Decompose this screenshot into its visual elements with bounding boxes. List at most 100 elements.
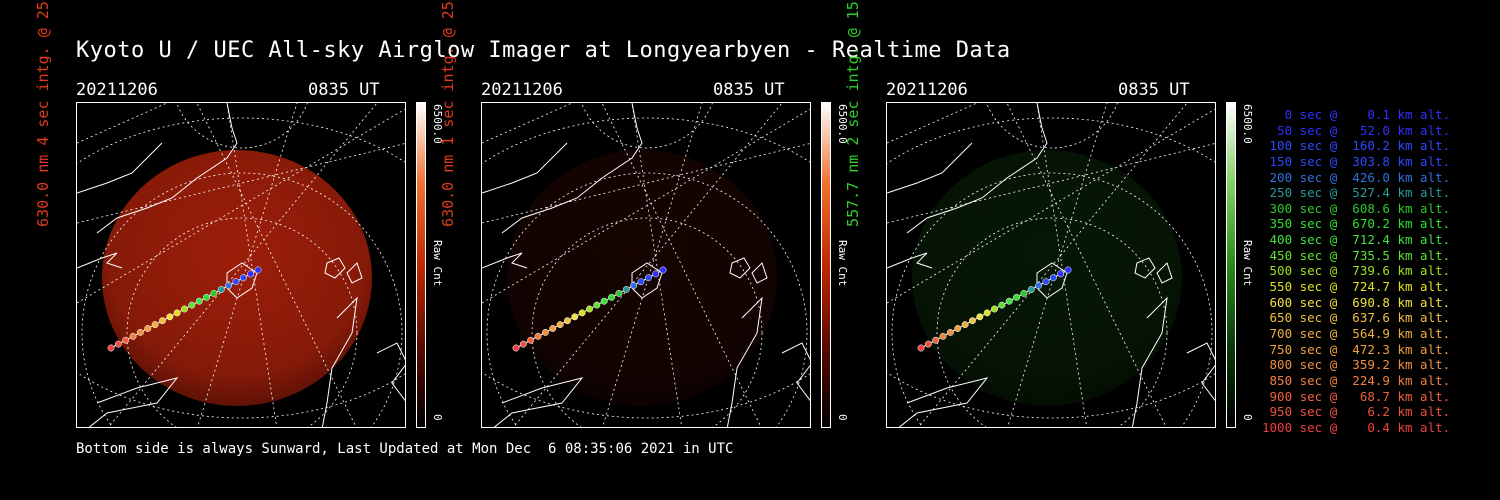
trajectory-marker <box>151 321 159 329</box>
panel-date: 20211206 <box>481 80 563 100</box>
trajectory-marker <box>247 270 255 278</box>
coastline <box>781 342 810 402</box>
coastline <box>751 262 768 284</box>
colorbar <box>416 102 426 428</box>
trajectory-marker <box>630 282 638 290</box>
trajectory-marker <box>519 340 527 348</box>
panel-time: 0835 UT <box>308 80 380 100</box>
coastline <box>501 103 643 234</box>
panel-time: 0835 UT <box>1118 80 1190 100</box>
coastline <box>493 377 584 427</box>
trajectory-marker <box>225 282 233 290</box>
trajectory-marker <box>608 293 616 301</box>
legend-item: 550 sec @ 724.7 km alt. <box>1262 279 1451 295</box>
meridian-line <box>77 103 168 144</box>
coastline <box>346 262 363 284</box>
trajectory-marker <box>254 266 262 274</box>
trajectory-marker <box>232 278 240 286</box>
colorbar-min-label: 0 <box>431 414 444 421</box>
coastline <box>887 252 933 269</box>
legend-item: 800 sec @ 359.2 km alt. <box>1262 357 1451 373</box>
trajectory-marker <box>217 286 225 293</box>
coastline <box>906 103 1048 234</box>
legend-item: 100 sec @ 160.2 km alt. <box>1262 138 1451 154</box>
trajectory-marker <box>564 317 571 325</box>
trajectory-marker <box>144 325 152 332</box>
legend-item: 200 sec @ 426.0 km alt. <box>1262 169 1451 185</box>
legend-item: 900 sec @ 68.7 km alt. <box>1262 388 1451 404</box>
meridian-line <box>887 103 978 144</box>
trajectory-marker <box>659 266 667 274</box>
trajectory-marker <box>114 340 122 348</box>
trajectory-marker <box>917 344 925 352</box>
legend-item: 450 sec @ 735.5 km alt. <box>1262 247 1451 263</box>
trajectory-marker <box>1020 289 1028 297</box>
trajectory-marker <box>1064 266 1072 274</box>
coastline <box>726 296 763 427</box>
trajectory-marker <box>239 274 247 282</box>
legend-item: 600 sec @ 690.8 km alt. <box>1262 294 1451 310</box>
trajectory-marker <box>122 336 130 344</box>
colorbar-min-label: 0 <box>1241 414 1254 421</box>
trajectory-marker <box>210 289 218 297</box>
meridian-line <box>108 103 378 427</box>
meridian-line <box>482 143 810 224</box>
coastline <box>324 257 346 279</box>
trajectory-marker <box>600 297 608 305</box>
trajectory-marker <box>644 274 652 282</box>
trajectory-marker <box>541 328 549 336</box>
coastline <box>321 296 358 427</box>
colorbar <box>1226 102 1236 428</box>
meridian-line <box>887 143 1215 224</box>
legend-item: 950 sec @ 6.2 km alt. <box>1262 404 1451 420</box>
panel-time: 0835 UT <box>713 80 785 100</box>
coastline <box>77 142 163 194</box>
meridian-line <box>601 103 762 427</box>
colorbar-unit-label: Raw Cnt <box>1241 240 1254 287</box>
airglow-disk <box>102 150 372 406</box>
trajectory-marker <box>188 301 196 309</box>
latitude-circle <box>126 217 358 427</box>
meridian-line <box>513 103 783 427</box>
legend-item: 400 sec @ 712.4 km alt. <box>1262 232 1451 248</box>
legend-item: 300 sec @ 608.6 km alt. <box>1262 200 1451 216</box>
panel-date: 20211206 <box>886 80 968 100</box>
legend-item: 750 sec @ 472.3 km alt. <box>1262 341 1451 357</box>
trajectory-marker <box>534 332 542 340</box>
trajectory-marker <box>107 344 115 352</box>
legend-item: 0 sec @ 0.1 km alt. <box>1262 107 1451 122</box>
coastline <box>1131 296 1168 427</box>
legend-item: 150 sec @ 303.8 km alt. <box>1262 153 1451 169</box>
latitude-circle <box>891 172 1213 427</box>
coastline <box>729 257 751 279</box>
trajectory-marker <box>549 325 557 332</box>
coastline <box>482 252 528 269</box>
trajectory-marker <box>173 309 181 317</box>
legend-item: 700 sec @ 564.9 km alt. <box>1262 325 1451 341</box>
trajectory-marker <box>129 332 137 340</box>
trajectory-marker <box>954 325 962 332</box>
coastline <box>1156 262 1173 284</box>
coastline <box>77 252 123 269</box>
trajectory-marker <box>1042 278 1050 286</box>
trajectory-marker <box>622 286 630 293</box>
colorbar-max-label: 6500.0 <box>836 104 849 144</box>
trajectory-marker <box>1027 286 1035 293</box>
trajectory-marker <box>946 328 954 336</box>
allsky-image <box>481 102 811 428</box>
trajectory-legend: 0 sec @ 0.1 km alt. 50 sec @ 52.0 km alt… <box>1262 107 1451 435</box>
trajectory-marker <box>983 309 991 317</box>
trajectory-marker <box>512 344 520 352</box>
wavelength-label: 557.7 nm 2 sec intg. @ 150 km <box>844 0 862 227</box>
image-panel-3: 20211206 0835 UT 557.7 nm 2 sec intg. @ … <box>844 0 1286 430</box>
meridian-line <box>77 143 405 224</box>
wavelength-label: 630.0 nm 4 sec intg. @ 250 km <box>34 0 52 227</box>
latitude-circle <box>887 117 1215 419</box>
legend-item: 650 sec @ 637.6 km alt. <box>1262 310 1451 326</box>
trajectory-marker <box>1005 297 1013 305</box>
latitude-circle <box>77 117 405 419</box>
colorbar-unit-label: Raw Cnt <box>431 240 444 287</box>
colorbar <box>821 102 831 428</box>
latitude-circle <box>81 172 403 427</box>
meridian-line <box>196 103 357 427</box>
